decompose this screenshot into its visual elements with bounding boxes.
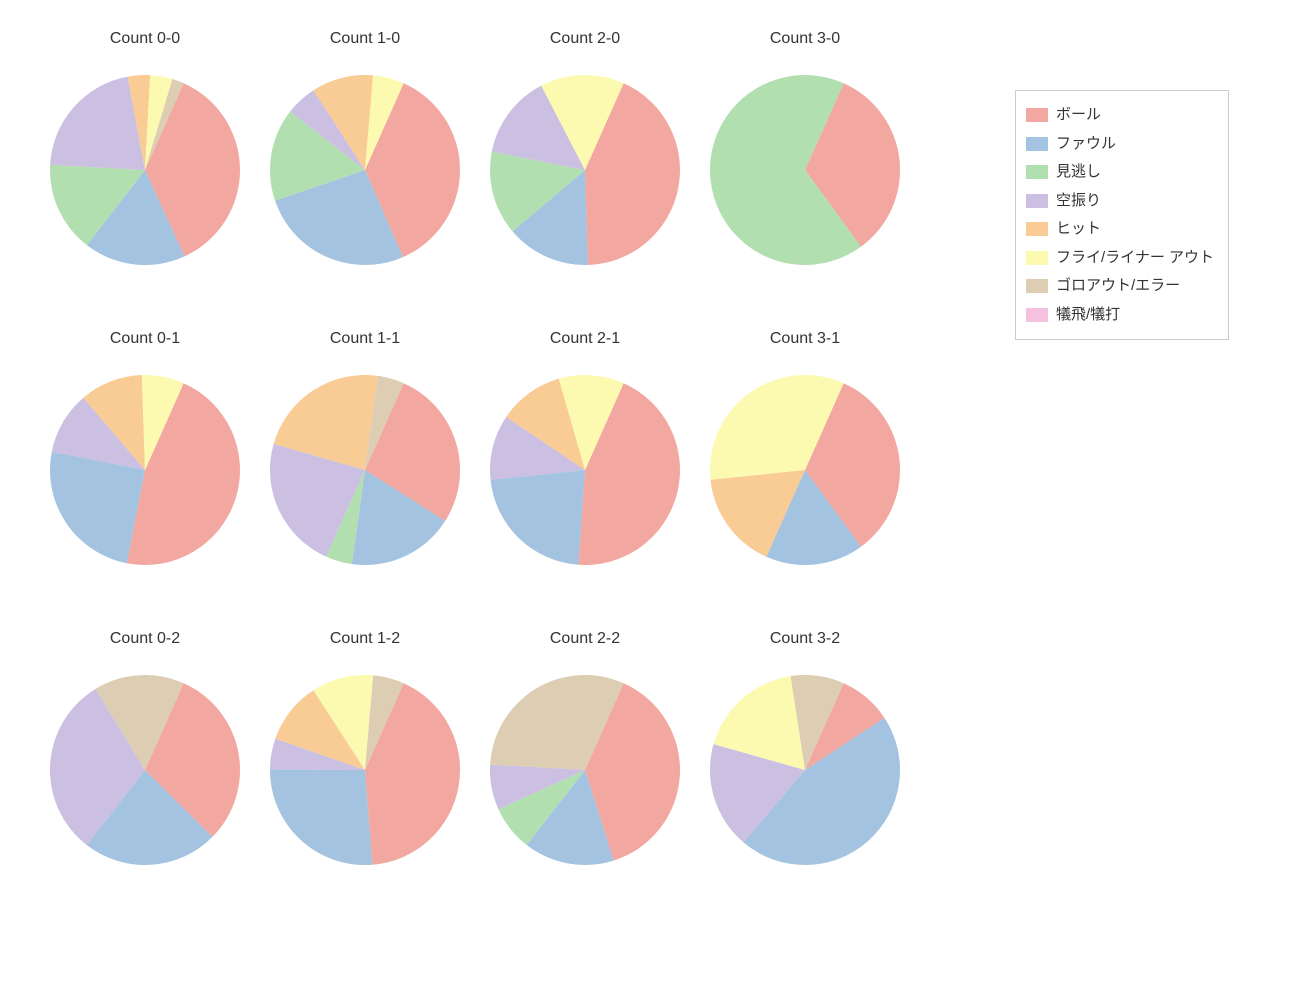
chart-title: Count 2-2	[475, 630, 695, 648]
chart-grid: Count 0-036.517.315.421.2Count 1-036.826…	[0, 0, 1300, 1000]
pie-chart	[50, 375, 240, 565]
legend-swatch	[1026, 251, 1048, 265]
pie-chart	[50, 675, 240, 865]
pie-chart	[710, 675, 900, 865]
legend-item: ヒット	[1026, 215, 1214, 244]
chart-title: Count 0-0	[35, 30, 255, 48]
pie-chart	[490, 375, 680, 565]
pie-chart	[710, 75, 900, 265]
legend-item: ファウル	[1026, 130, 1214, 159]
chart-title: Count 3-0	[695, 30, 915, 48]
legend-swatch	[1026, 222, 1048, 236]
pie-chart	[490, 675, 680, 865]
legend-item: ボール	[1026, 101, 1214, 130]
chart-title: Count 3-2	[695, 630, 915, 648]
chart-title: Count 0-2	[35, 630, 255, 648]
chart-title: Count 1-0	[255, 30, 475, 48]
legend-item: フライ/ライナー アウト	[1026, 244, 1214, 273]
legend-item: ゴロアウト/エラー	[1026, 272, 1214, 301]
pie-chart	[270, 75, 460, 265]
legend-label: ファウル	[1056, 130, 1116, 159]
slice-foul	[270, 770, 372, 865]
legend-swatch	[1026, 108, 1048, 122]
legend-label: 空振り	[1056, 187, 1101, 216]
chart-title: Count 0-1	[35, 330, 255, 348]
pie-chart	[490, 75, 680, 265]
legend-label: ボール	[1056, 101, 1101, 130]
legend-label: 見逃し	[1056, 158, 1101, 187]
legend: ボールファウル見逃し空振りヒットフライ/ライナー アウトゴロアウト/エラー犠飛/…	[1015, 90, 1229, 340]
legend-label: ゴロアウト/エラー	[1056, 272, 1180, 301]
pie-chart	[710, 375, 900, 565]
legend-swatch	[1026, 194, 1048, 208]
legend-item: 見逃し	[1026, 158, 1214, 187]
chart-title: Count 1-2	[255, 630, 475, 648]
legend-item: 犠飛/犠打	[1026, 301, 1214, 330]
legend-swatch	[1026, 308, 1048, 322]
legend-label: 犠飛/犠打	[1056, 301, 1120, 330]
legend-swatch	[1026, 165, 1048, 179]
legend-item: 空振り	[1026, 187, 1214, 216]
pie-chart	[270, 675, 460, 865]
chart-title: Count 1-1	[255, 330, 475, 348]
legend-swatch	[1026, 137, 1048, 151]
pie-chart	[50, 75, 240, 265]
legend-swatch	[1026, 279, 1048, 293]
legend-label: ヒット	[1056, 215, 1101, 244]
slice-foul	[491, 470, 585, 565]
legend-label: フライ/ライナー アウト	[1056, 244, 1214, 273]
chart-title: Count 3-1	[695, 330, 915, 348]
chart-title: Count 2-0	[475, 30, 695, 48]
pie-chart	[270, 375, 460, 565]
chart-title: Count 2-1	[475, 330, 695, 348]
